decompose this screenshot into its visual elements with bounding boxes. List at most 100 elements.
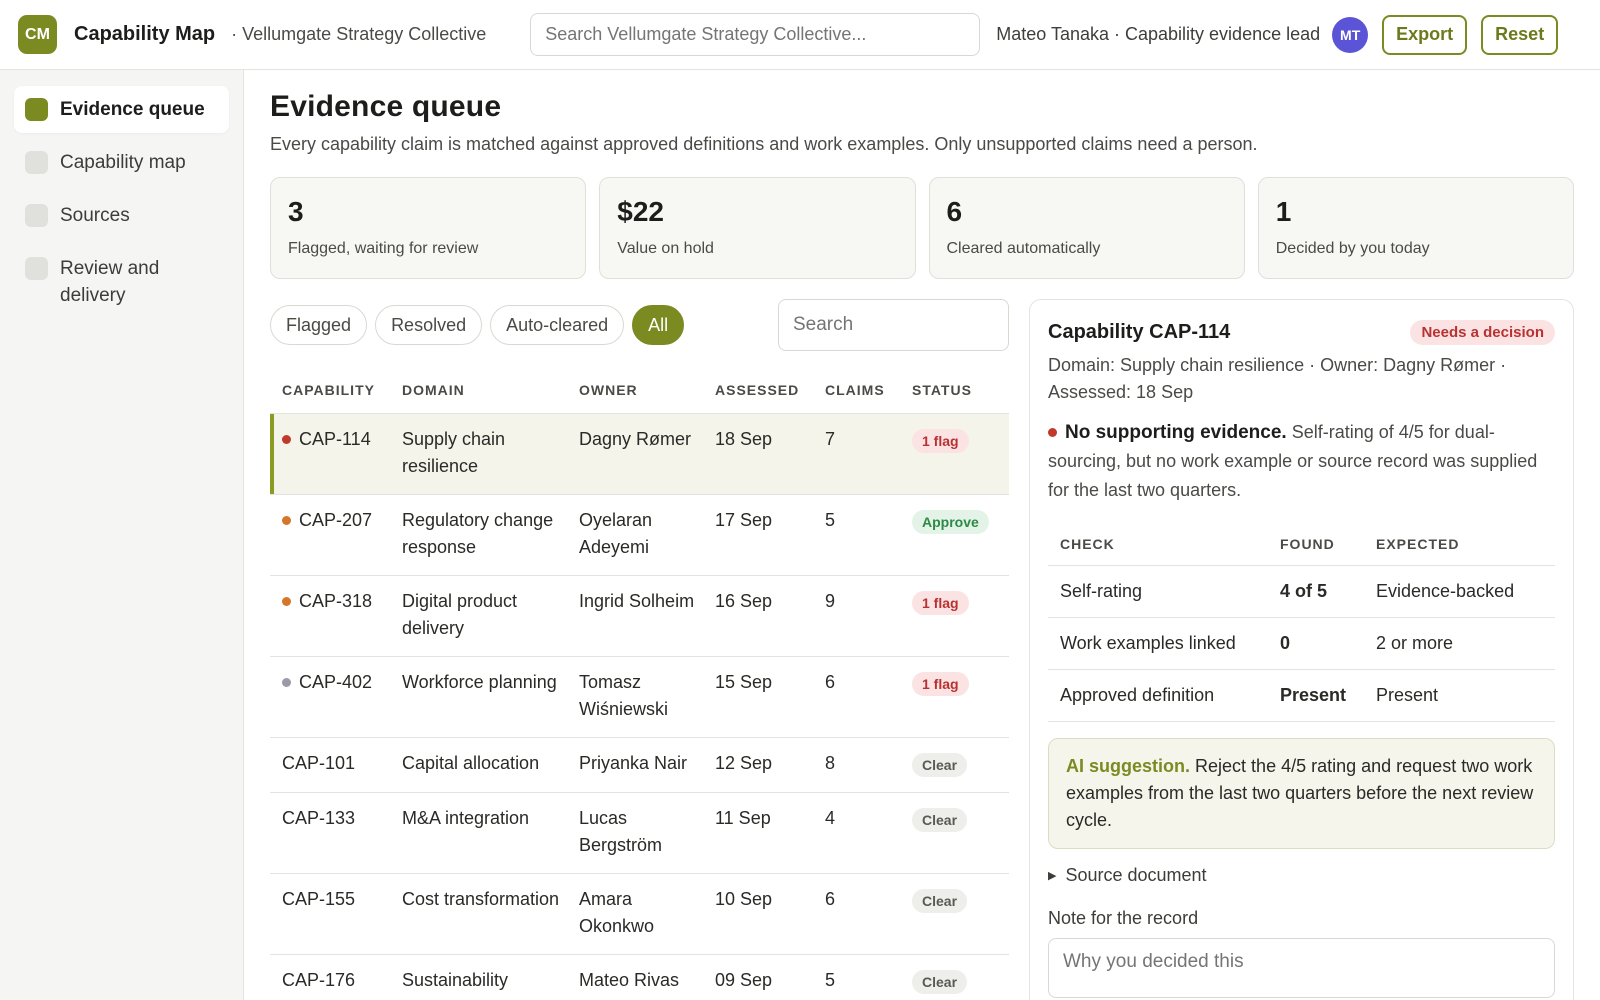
claims-cell: 5 [813,494,900,576]
assessed-cell: 16 Sep [703,575,813,657]
column-header[interactable]: CLAIMS [813,367,900,414]
assessed-cell: 12 Sep [703,737,813,793]
nav-square-icon [25,204,48,227]
assessed-cell: 10 Sep [703,873,813,955]
check-name: Self-rating [1048,565,1268,618]
claims-cell: 6 [813,656,900,738]
table-row[interactable]: CAP-133 M&A integration Lucas Bergström 11 … [270,792,1009,874]
checks-table: CHECK FOUND EXPECTED Self-rating 4 of 5 … [1048,523,1555,722]
ai-suggestion: AI suggestion. Reject the 4/5 rating and… [1048,737,1555,849]
source-document-label: Source document [1065,864,1207,885]
column-header[interactable]: ASSESSED [703,367,813,414]
check-expected: Evidence-backed [1364,565,1555,618]
stat-label: Flagged, waiting for review [288,240,479,257]
detail-title: Capability CAP-114 [1048,321,1231,343]
filter-chip-all[interactable]: All [632,305,685,345]
queue-column: Flagged Resolved Auto-cleared All CAPABI… [270,299,1009,1000]
column-header[interactable]: OWNER [567,367,703,414]
stat-value: 1 [1275,196,1292,227]
status-cell: 1 flag [900,575,1009,657]
sidebar-item-label: Evidence queue [60,99,205,120]
status-cell: 1 flag [900,656,1009,738]
status-cell: Approve [900,494,1009,576]
assessed-cell: 09 Sep [703,954,813,1000]
reset-button[interactable]: Reset [1481,14,1559,55]
stat-card-value-on-hold: $22 Value on hold [599,177,916,279]
table-row[interactable]: CAP-114 Supply chain resilience Dagny Røme… [270,413,1009,495]
column-header[interactable]: CAPABILITY [270,367,390,414]
capability-id: CAP-101 [282,752,356,773]
status-cell: 1 flag [900,413,1009,495]
nav-square-icon [25,98,48,121]
stat-value: 6 [946,196,963,227]
status-dot-icon [282,515,291,525]
sidebar-item-evidence-queue[interactable]: Evidence queue [14,86,229,133]
top-bar: CM Capability Map · Vellumgate Strategy … [0,0,1600,70]
stat-value: $22 [617,196,664,227]
check-row: Approved definition Present Present [1048,669,1555,722]
sidebar-item-sources[interactable]: Sources [14,192,229,239]
sidebar-item-capability-map[interactable]: Capability map [14,139,229,186]
capability-cell: CAP-155 [270,873,390,955]
column-header: EXPECTED [1364,523,1555,566]
table-row[interactable]: CAP-101 Capital allocation Priyanka Nair 12… [270,737,1009,793]
capability-cell: CAP-318 [270,575,390,657]
capability-id: CAP-207 [299,509,373,530]
status-badge: 1 flag [912,428,969,453]
filter-chip-flagged[interactable]: Flagged [270,305,368,345]
sidebar-item-review-and-delivery[interactable]: Review and delivery [14,245,229,319]
ai-suggestion-label: AI suggestion. [1066,755,1191,776]
export-button[interactable]: Export [1382,14,1468,55]
table-row[interactable]: CAP-155 Cost transformation Amara Okonkwo 1… [270,873,1009,955]
user-name: Mateo Tanaka · Capability evidence lead [996,24,1321,44]
owner-cell: Lucas Bergström [567,792,703,874]
table-row[interactable]: CAP-207 Regulatory change response Oyelara… [270,494,1009,576]
table-row[interactable]: CAP-402 Workforce planning Tomasz Wiśniews… [270,656,1009,738]
status-cell: Clear [900,792,1009,874]
owner-cell: Ingrid Solheim [567,575,703,657]
status-badge: Clear [912,752,968,777]
filter-chip-auto-cleared[interactable]: Auto-cleared [490,305,625,345]
status-cell: Clear [900,737,1009,793]
app-logo: CM [18,15,57,54]
page-title: Evidence queue [270,90,502,123]
ai-suggestion-text: Reject the 4/5 rating and request two wo… [1066,755,1534,830]
evidence-table: CAPABILITY DOMAIN OWNER ASSESSED CLAIMS … [270,367,1009,1000]
global-search-input[interactable] [530,13,981,56]
owner-cell: Tomasz Wiśniewski [567,656,703,738]
checks-header-row: CHECK FOUND EXPECTED [1048,523,1555,566]
app-title: Capability Map [74,23,216,45]
avatar[interactable]: MT [1332,16,1369,53]
domain-cell: Digital product delivery [390,575,567,657]
note-input[interactable] [1048,937,1555,998]
source-document-toggle[interactable]: ▶ Source document [1048,865,1555,886]
stat-card-flagged: 3 Flagged, waiting for review [270,177,587,279]
check-found: 0 [1268,617,1364,670]
capability-cell: CAP-133 [270,792,390,874]
filter-chip-resolved[interactable]: Resolved [375,305,483,345]
owner-cell: Dagny Rømer [567,413,703,495]
sidebar-item-label: Capability map [60,152,186,173]
capability-cell: CAP-101 [270,737,390,793]
finding-text: Self-rating of 4/5 for dual-sourcing, bu… [1048,422,1538,500]
table-row[interactable]: CAP-318 Digital product delivery Ingrid So… [270,575,1009,657]
table-row[interactable]: CAP-176 Sustainability Mateo Rivas 09 Sep 5 C… [270,954,1009,1000]
claims-cell: 6 [813,873,900,955]
table-header-row: CAPABILITY DOMAIN OWNER ASSESSED CLAIMS … [270,367,1009,414]
column-header[interactable]: DOMAIN [390,367,567,414]
check-expected: 2 or more [1364,617,1555,670]
owner-cell: Mateo Rivas [567,954,703,1000]
claims-cell: 8 [813,737,900,793]
detail-meta: Domain: Supply chain resilience · Owner:… [1048,355,1507,402]
sidebar: Evidence queue Capability map Sources Re… [0,70,244,1000]
check-expected: Present [1364,669,1555,722]
queue-search-input[interactable] [778,299,1009,351]
capability-id: CAP-176 [282,969,356,990]
stat-card-cleared: 6 Cleared automatically [928,177,1245,279]
finding-title: No supporting evidence. [1065,422,1287,443]
main-content: Evidence queue Every capability claim is… [244,70,1600,1000]
check-found: 4 of 5 [1268,565,1364,618]
stats-row: 3 Flagged, waiting for review $22 Value … [270,177,1574,279]
capability-id: CAP-318 [299,590,373,611]
column-header[interactable]: STATUS [900,367,1009,414]
